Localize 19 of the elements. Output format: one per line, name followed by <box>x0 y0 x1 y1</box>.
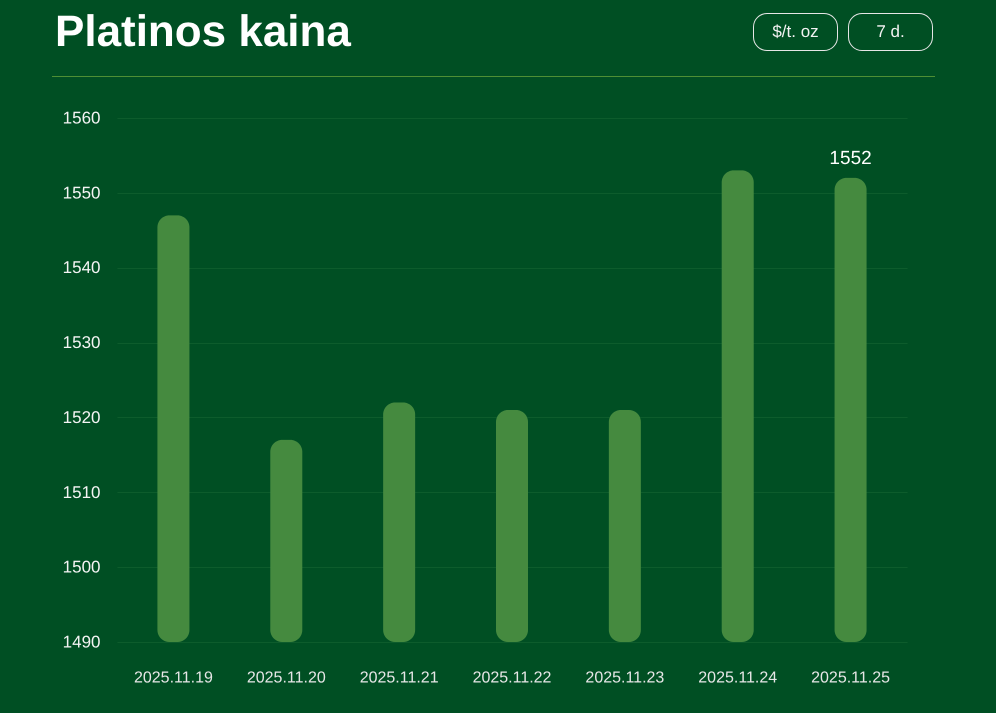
x-tick-label: 2025.11.22 <box>472 670 552 686</box>
x-tick-label: 2025.11.23 <box>585 670 664 686</box>
y-tick-label: 1520 <box>62 408 100 427</box>
y-tick-label: 1560 <box>62 108 100 128</box>
y-tick-label: 1490 <box>62 632 100 652</box>
period-button[interactable]: 7 d. <box>848 13 933 51</box>
y-tick-label: 1530 <box>62 333 100 352</box>
data-label: 1552 <box>829 148 872 169</box>
x-tick-label: 2025.11.25 <box>811 670 890 686</box>
unit-button[interactable]: $/t. oz <box>753 13 838 51</box>
y-tick-label: 1550 <box>62 183 100 202</box>
x-tick-label: 2025.11.24 <box>698 670 778 686</box>
x-tick-label: 2025.11.21 <box>360 670 439 686</box>
y-tick-label: 1500 <box>62 558 100 577</box>
chart-title: Platinos kaina <box>55 7 351 56</box>
y-tick-label: 1540 <box>62 258 100 278</box>
x-tick-label: 2025.11.20 <box>246 670 326 686</box>
x-tick-label: 2025.11.19 <box>134 670 213 686</box>
y-tick-label: 1510 <box>62 482 100 502</box>
